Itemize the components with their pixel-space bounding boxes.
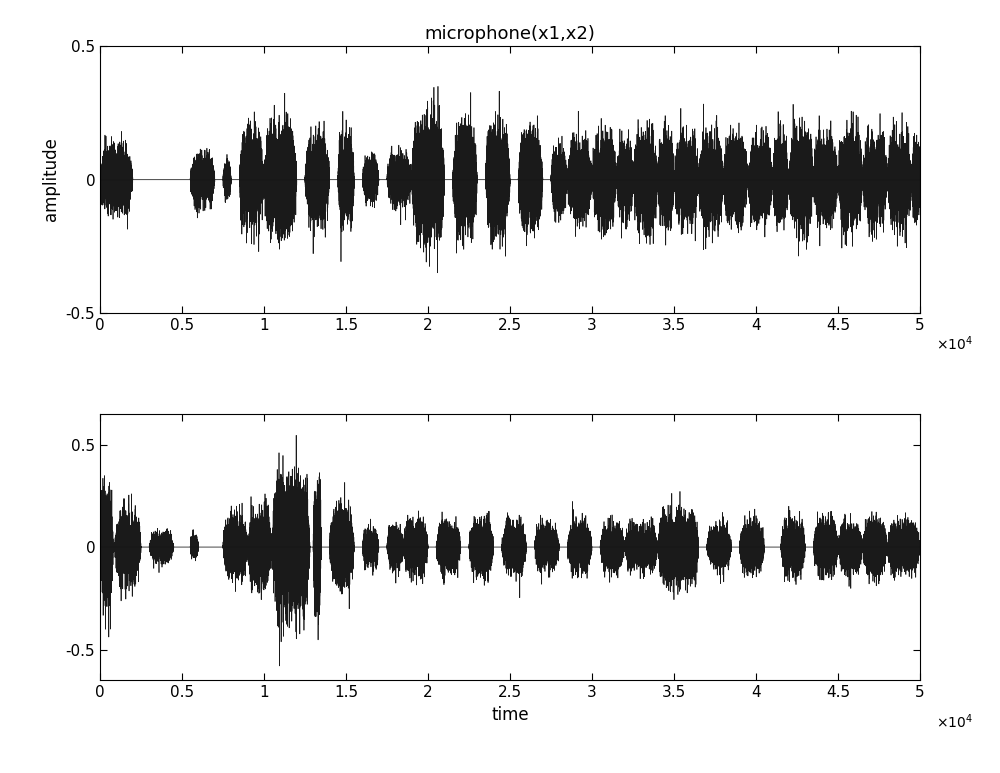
Y-axis label: amplitude: amplitude <box>42 138 60 222</box>
Text: $\times 10^4$: $\times 10^4$ <box>936 712 973 730</box>
Title: microphone(x1,x2): microphone(x1,x2) <box>425 26 595 43</box>
X-axis label: time: time <box>491 706 529 724</box>
Text: $\times 10^4$: $\times 10^4$ <box>936 334 973 352</box>
